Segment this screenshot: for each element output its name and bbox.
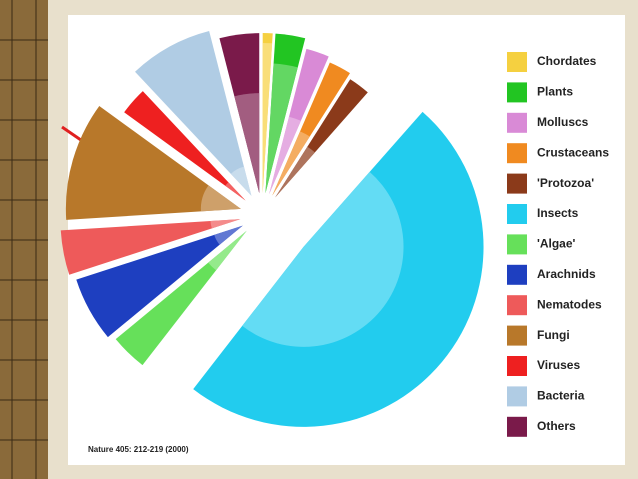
legend-label: Chordates [537,54,597,68]
wedge-inner [210,219,241,229]
legend-swatch [507,204,527,224]
legend-swatch [507,416,527,437]
wedge [65,105,241,220]
legend-swatch [507,356,527,376]
legend-swatch [507,295,527,316]
legend-swatch [507,82,527,103]
legend-label: 'Algae' [537,237,576,251]
wedge-inner [208,230,247,271]
legend-swatch [507,325,527,346]
legend-swatch [507,52,527,72]
legend-label: Molluscs [537,115,589,129]
legend-label: Insects [537,206,579,220]
source: Nature 405: 212-219 (2000) [88,445,189,454]
wedge [60,219,241,275]
wedge [76,225,243,338]
wedge-inner [214,225,243,245]
strip-grid [0,0,48,479]
wedge-inner [242,171,404,347]
legend-swatch [507,234,527,255]
legend-swatch [507,112,527,133]
legend-label: Nematodes [537,297,602,311]
legend-label: Arachnids [537,267,596,281]
legend-swatch [507,386,527,407]
wedge [135,31,252,196]
wedge-inner [230,166,252,196]
wedge-inner [272,131,310,196]
legend-label: Plants [537,85,573,99]
wedge-inner [275,146,315,198]
legend-swatch [507,173,527,194]
legend-label: Crustaceans [537,145,609,159]
wedge-inner [262,43,273,194]
wedge-inner [265,63,298,194]
wedge-inner [225,182,246,201]
wedge-inner [200,185,241,212]
wedge [124,91,246,201]
legend-label: Bacteria [537,389,585,403]
legend-label: 'Protozoa' [537,176,594,190]
legend-label: Viruses [537,358,580,372]
wedge-inner [269,116,301,195]
legend-swatch [507,143,527,164]
legend-swatch [507,264,527,285]
wedge-inner [234,93,260,194]
legend-label: Others [537,419,576,433]
legend-label: Fungi [537,328,570,342]
